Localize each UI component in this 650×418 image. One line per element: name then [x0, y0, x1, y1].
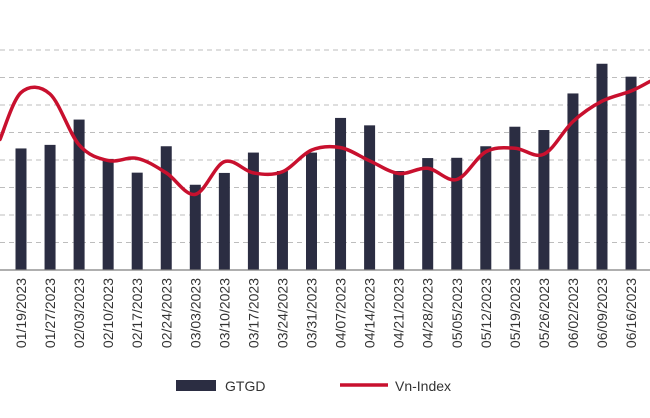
line-vn-index	[0, 79, 650, 197]
bar-series-gtgd	[15, 63, 637, 270]
bar-gtgd	[102, 158, 114, 270]
x-tick-label: 01/27/2023	[42, 278, 58, 348]
legend-label-gtgd: GTGD	[225, 378, 265, 394]
x-tick-label: 03/17/2023	[245, 278, 261, 348]
x-tick-label: 06/02/2023	[565, 278, 581, 348]
bar-gtgd	[160, 146, 172, 270]
x-tick-label: 05/26/2023	[536, 278, 552, 348]
bar-gtgd	[276, 171, 288, 270]
x-tick-label: 02/03/2023	[71, 278, 87, 348]
x-tick-label: 05/12/2023	[478, 278, 494, 348]
x-tick-label: 05/05/2023	[449, 278, 465, 348]
legend-label-vn-index: Vn-Index	[395, 378, 451, 394]
x-tick-label: 04/21/2023	[391, 278, 407, 348]
x-tick-label: 02/17/2023	[129, 278, 145, 348]
x-tick-label: 04/14/2023	[362, 278, 378, 348]
bar-gtgd	[538, 130, 550, 270]
x-tick-label: 02/10/2023	[100, 278, 116, 348]
bar-gtgd	[73, 119, 85, 270]
x-tick-labels: 01/19/2023 01/27/2023 02/03/2023 02/10/2023…	[13, 278, 639, 348]
x-tick-label: 04/28/2023	[420, 278, 436, 348]
bar-gtgd	[480, 146, 492, 270]
x-tick-label: 03/31/2023	[304, 278, 320, 348]
bar-gtgd	[247, 152, 259, 270]
bar-gtgd	[364, 125, 376, 270]
bar-gtgd	[15, 148, 27, 270]
x-tick-label: 03/24/2023	[274, 278, 290, 348]
x-tick-label: 03/03/2023	[187, 278, 203, 348]
bar-gtgd	[189, 184, 201, 270]
bar-gtgd	[451, 157, 463, 270]
bar-gtgd	[306, 152, 317, 270]
x-tick-label: 06/09/2023	[594, 278, 610, 348]
x-tick-label: 01/19/2023	[13, 278, 29, 348]
bar-gtgd	[218, 172, 230, 270]
x-tick-label: 04/07/2023	[333, 278, 349, 348]
bar-gtgd	[393, 171, 405, 270]
x-tick-label: 06/16/2023	[623, 278, 639, 348]
bar-gtgd	[131, 172, 143, 270]
x-tick-label: 02/24/2023	[158, 278, 174, 348]
bar-gtgd	[509, 126, 521, 270]
legend: GTGD Vn-Index	[176, 378, 451, 394]
legend-swatch-gtgd	[176, 380, 216, 391]
bar-gtgd	[625, 76, 637, 270]
bar-gtgd	[44, 144, 56, 270]
line-series-vn-index	[0, 79, 650, 197]
bar-gtgd	[567, 93, 579, 270]
bar-gtgd	[596, 63, 608, 270]
bar-gtgd	[335, 117, 347, 270]
bar-gtgd	[422, 158, 434, 270]
x-tick-label: 05/19/2023	[507, 278, 523, 348]
x-tick-label: 03/10/2023	[216, 278, 232, 348]
